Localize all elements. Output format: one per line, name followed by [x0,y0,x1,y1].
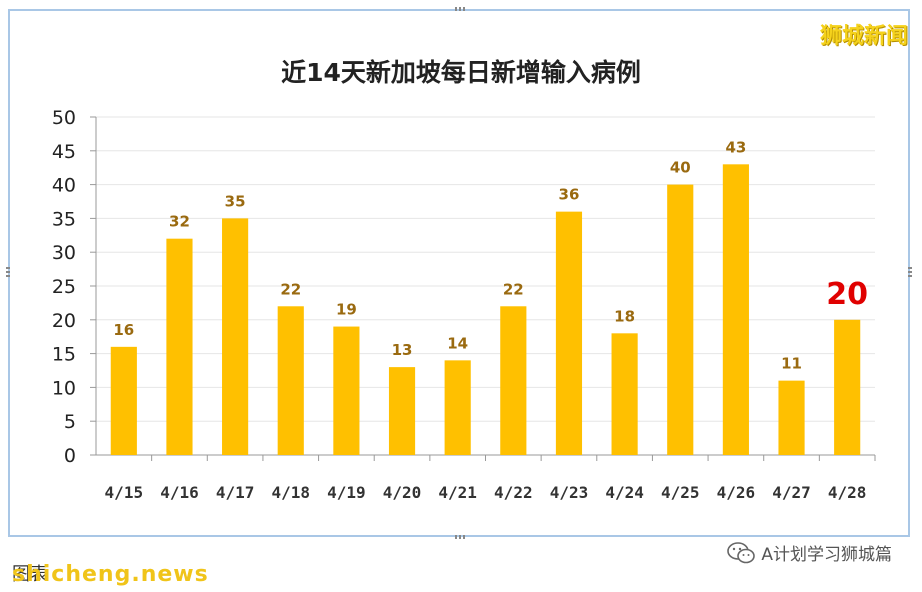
data-label: 11 [781,355,802,373]
y-tick-label: 15 [52,344,76,366]
resize-handle-bottom[interactable] [455,535,465,539]
wechat-icon [727,541,756,563]
x-tick-label: 4/23 [550,483,589,502]
data-label: 14 [447,334,468,352]
data-label: 20 [826,277,868,312]
x-tick-label: 4/26 [717,483,756,502]
bar [388,367,416,455]
x-tick-label: 4/17 [216,483,255,502]
data-label: 18 [614,307,635,325]
data-label: 40 [670,159,691,177]
bar [166,238,193,455]
data-label: 35 [225,192,246,210]
y-tick-label: 10 [52,377,76,399]
bar [778,380,805,455]
x-tick-label: 4/24 [605,483,644,502]
bar [722,164,749,455]
x-tick-label: 4/22 [494,483,533,502]
bar [667,184,694,455]
bar [277,306,304,455]
bar [555,211,583,455]
bar [333,326,360,455]
y-tick-label: 20 [52,310,76,332]
y-tick-label: 25 [52,276,76,298]
y-tick-label: 5 [64,411,76,433]
bar [500,306,527,455]
data-label: 13 [392,341,413,359]
resize-handle-left[interactable] [6,267,10,277]
data-label: 36 [559,186,580,204]
watermark-logo: 狮城新闻 [819,24,908,49]
y-tick-label: 0 [64,445,76,467]
x-tick-label: 4/21 [438,483,477,502]
resize-handle-top[interactable] [455,7,465,11]
data-label: 19 [336,301,357,319]
y-tick-label: 50 [52,107,76,129]
bar [834,319,861,455]
bar [611,333,638,455]
footer-brand-label: A计划学习狮城篇 [761,545,892,565]
data-label: 22 [280,280,301,298]
x-tick-label: 4/19 [327,483,366,502]
x-tick-label: 4/20 [383,483,422,502]
y-tick-label: 35 [52,208,76,230]
y-tick-label: 30 [52,242,76,264]
footer-url-watermark: shicheng.news [12,562,209,587]
bar [110,346,137,455]
data-label: 43 [725,138,746,156]
x-tick-label: 4/27 [772,483,811,502]
footer-brand: A计划学习狮城篇 [727,540,892,565]
x-tick-label: 4/18 [271,483,310,502]
y-tick-label: 40 [52,175,76,197]
data-label: 32 [169,213,190,231]
footer-note: 图表 [12,564,48,585]
x-tick-label: 4/28 [828,483,867,502]
resize-handle-right[interactable] [908,267,912,277]
data-label: 16 [113,321,134,339]
x-tick-label: 4/15 [105,483,144,502]
data-label: 22 [503,280,524,298]
x-tick-label: 4/25 [661,483,700,502]
bar [444,360,471,455]
chart-title: 近14天新加坡每日新增输入病例 [281,58,641,87]
bar [222,218,249,455]
x-tick-label: 4/16 [160,483,199,502]
y-tick-label: 45 [52,141,76,163]
